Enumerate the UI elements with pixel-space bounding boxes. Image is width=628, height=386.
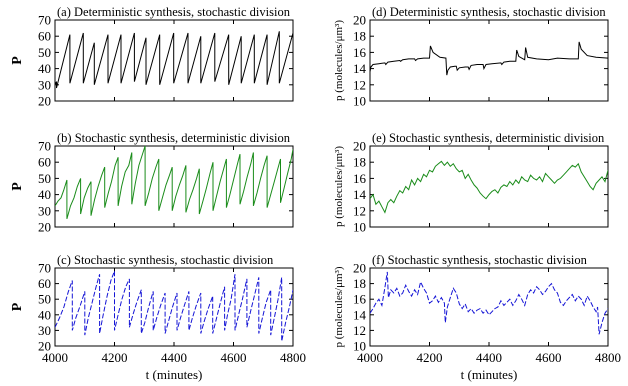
- y-tick-label: 10: [353, 220, 366, 235]
- y-tick-label: 20: [38, 339, 51, 354]
- y-tick-label: 12: [353, 77, 366, 92]
- y-tick-label: 18: [353, 29, 366, 44]
- y-tick-label: 60: [38, 155, 51, 170]
- y-tick-label: 40: [38, 61, 51, 76]
- y-tick-label: 14: [353, 61, 367, 76]
- panel-title: (c) Stochastic synthesis, stochastic div…: [57, 253, 274, 267]
- panel-c: (c) Stochastic synthesis, stochastic div…: [10, 253, 306, 382]
- y-tick-label: 14: [353, 307, 367, 322]
- series-line-f: [370, 271, 608, 335]
- panel-e: (e) Stochastic synthesis, deterministic …: [333, 131, 609, 235]
- y-tick-label: 12: [353, 323, 366, 338]
- y-axis-label: p (molecules/μm³): [333, 20, 345, 101]
- x-axis-label: t (minutes): [461, 367, 518, 382]
- x-axis-label: t (minutes): [146, 367, 203, 382]
- series-line-c: [55, 270, 293, 342]
- series-line-b: [55, 146, 293, 220]
- y-tick-label: 60: [38, 276, 51, 291]
- y-tick-label: 16: [353, 45, 367, 60]
- y-tick-label: 50: [38, 292, 51, 307]
- y-tick-label: 16: [353, 171, 367, 186]
- y-tick-label: 12: [353, 203, 366, 218]
- x-tick-label: 4400: [476, 350, 502, 365]
- y-axis-label: P: [10, 182, 25, 191]
- y-tick-label: 20: [38, 94, 51, 109]
- y-tick-label: 40: [38, 307, 51, 322]
- plot-frame: [369, 267, 609, 347]
- y-tick-label: 14: [353, 187, 367, 202]
- y-tick-label: 10: [353, 94, 366, 109]
- y-tick-label: 20: [353, 13, 366, 28]
- panel-f: (f) Stochastic synthesis, stochastic div…: [333, 253, 621, 382]
- y-tick-label: 30: [38, 203, 51, 218]
- panel-title: (e) Stochastic synthesis, deterministic …: [372, 131, 605, 145]
- x-tick-label: 4000: [42, 350, 68, 365]
- y-tick-label: 30: [38, 323, 51, 338]
- panel-d: (d) Deterministic synthesis, stochastic …: [333, 5, 609, 109]
- y-tick-label: 20: [353, 261, 366, 276]
- series-line-a: [55, 31, 293, 89]
- y-tick-label: 10: [353, 339, 366, 354]
- x-tick-label: 4600: [536, 350, 562, 365]
- x-tick-label: 4600: [221, 350, 247, 365]
- x-tick-label: 4800: [595, 350, 621, 365]
- y-tick-label: 70: [38, 261, 51, 276]
- y-axis-label: P: [10, 56, 25, 65]
- y-tick-label: 18: [353, 276, 366, 291]
- y-tick-label: 50: [38, 45, 51, 60]
- x-tick-label: 4000: [357, 350, 383, 365]
- y-axis-label: P: [10, 302, 25, 311]
- x-tick-label: 4400: [161, 350, 187, 365]
- y-tick-label: 30: [38, 77, 51, 92]
- y-tick-label: 60: [38, 29, 51, 44]
- panel-title: (f) Stochastic synthesis, stochastic div…: [372, 253, 588, 267]
- y-tick-label: 50: [38, 171, 51, 186]
- series-line-e: [370, 160, 608, 214]
- panel-title: (a) Deterministic synthesis, stochastic …: [57, 5, 291, 19]
- y-tick-label: 70: [38, 139, 51, 154]
- x-tick-label: 4800: [280, 350, 306, 365]
- y-tick-label: 40: [38, 187, 51, 202]
- panel-title: (b) Stochastic synthesis, deterministic …: [57, 131, 291, 145]
- panel-b: (b) Stochastic synthesis, deterministic …: [10, 131, 294, 235]
- plot-frame: [369, 19, 609, 102]
- y-tick-label: 20: [353, 139, 366, 154]
- x-tick-label: 4200: [417, 350, 443, 365]
- y-tick-label: 20: [38, 220, 51, 235]
- series-line-d: [370, 41, 608, 76]
- x-tick-label: 4200: [102, 350, 128, 365]
- y-tick-label: 18: [353, 155, 366, 170]
- panel-title: (d) Deterministic synthesis, stochastic …: [372, 5, 606, 19]
- y-axis-label: p (molecules/μm³): [333, 146, 345, 227]
- panel-a: (a) Deterministic synthesis, stochastic …: [10, 5, 294, 109]
- y-axis-label: p (molecules/μm³): [333, 266, 345, 347]
- y-tick-label: 70: [38, 13, 51, 28]
- y-tick-label: 16: [353, 292, 367, 307]
